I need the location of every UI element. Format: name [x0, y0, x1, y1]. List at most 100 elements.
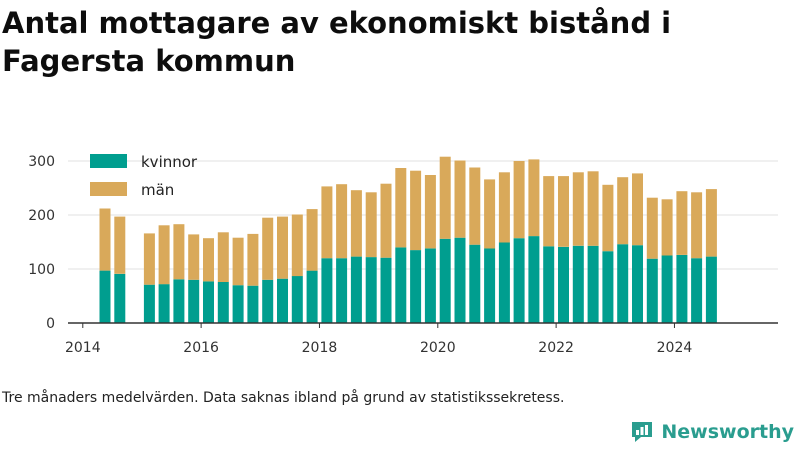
bar-kvinnor: [306, 270, 318, 323]
x-tick-label: 2022: [538, 340, 574, 356]
bar-kvinnor: [395, 247, 407, 323]
x-tick-label: 2016: [183, 340, 219, 356]
bar-man: [587, 171, 599, 246]
legend-label-man: män: [141, 181, 174, 199]
brand-name: Newsworthy: [661, 421, 794, 443]
bar-kvinnor: [143, 284, 155, 323]
bar-man: [646, 197, 658, 259]
y-tick-label: 300: [28, 154, 55, 170]
bar-kvinnor: [646, 258, 658, 323]
bar-man: [513, 161, 525, 239]
bar-man: [158, 225, 170, 285]
bar-kvinnor: [513, 238, 525, 323]
bar-man: [321, 186, 333, 259]
bar-man: [484, 179, 496, 249]
bar-man: [203, 238, 214, 282]
bar-kvinnor: [114, 273, 126, 323]
bar-kvinnor: [498, 242, 510, 323]
bar-man: [277, 216, 288, 279]
bar-kvinnor: [469, 244, 481, 323]
bar-man: [454, 160, 466, 238]
bar-kvinnor: [321, 258, 333, 323]
bar-kvinnor: [602, 251, 614, 323]
bar-man: [114, 216, 126, 274]
bar-kvinnor: [617, 244, 629, 323]
bar-kvinnor: [661, 255, 673, 323]
bar-man: [410, 170, 422, 251]
bar-man: [99, 208, 111, 271]
bar-man: [173, 224, 185, 280]
bar-kvinnor: [587, 245, 599, 323]
x-tick-label: 2024: [657, 340, 693, 356]
bar-man: [676, 191, 688, 255]
bar-man: [262, 217, 274, 280]
y-tick-label: 100: [28, 262, 55, 278]
bar-man: [291, 214, 303, 277]
bar-kvinnor: [691, 258, 703, 323]
bar-man: [528, 159, 540, 237]
bar-kvinnor: [558, 246, 569, 323]
bar-man: [617, 177, 629, 245]
bar-man: [572, 172, 584, 246]
bar-kvinnor: [232, 285, 244, 323]
x-tick-label: 2018: [302, 340, 338, 356]
bar-kvinnor: [454, 237, 466, 323]
bar-kvinnor: [158, 284, 170, 323]
legend-swatch-kvinnor: [90, 154, 127, 168]
legend-swatch-man: [90, 182, 127, 196]
bar-man: [705, 189, 717, 257]
legend-label-kvinnor: kvinnor: [141, 153, 198, 171]
bar-kvinnor: [291, 276, 303, 323]
bar-kvinnor: [350, 256, 362, 323]
bar-kvinnor: [439, 238, 451, 323]
chart-title: Antal mottagare av ekonomiskt bistånd i …: [2, 6, 672, 78]
bar-man: [602, 184, 614, 252]
bar-kvinnor: [173, 279, 185, 323]
brand-logo: Newsworthy: [629, 419, 794, 445]
bar-man: [691, 192, 703, 259]
bar-kvinnor: [543, 246, 555, 323]
bar-kvinnor: [262, 279, 274, 323]
newsworthy-logo-icon: [632, 422, 653, 442]
bar-kvinnor: [410, 250, 422, 323]
bar-kvinnor: [217, 282, 229, 323]
bar-man: [350, 190, 362, 257]
bar-man: [424, 175, 436, 249]
bar-kvinnor: [572, 245, 584, 323]
bar-man: [543, 176, 555, 247]
bar-man: [661, 199, 673, 256]
bar-kvinnor: [247, 285, 259, 323]
bar-man: [336, 184, 348, 259]
bar-kvinnor: [632, 245, 643, 323]
bar-kvinnor: [203, 281, 214, 323]
bar-kvinnor: [484, 248, 496, 323]
bar-man: [395, 168, 407, 248]
bar-man: [143, 233, 155, 285]
bar-man: [439, 156, 451, 239]
bar-kvinnor: [99, 270, 111, 323]
bar-man: [247, 233, 259, 286]
bar-man: [558, 176, 569, 247]
bar-kvinnor: [380, 257, 392, 323]
bar-man: [380, 183, 392, 258]
bar-man: [632, 173, 643, 246]
bar-kvinnor: [676, 255, 688, 323]
bar-kvinnor: [188, 279, 200, 323]
bar-man: [498, 172, 510, 243]
x-tick-label: 2014: [65, 340, 101, 356]
bar-man: [188, 234, 200, 280]
bar-man: [217, 232, 229, 282]
bar-kvinnor: [528, 236, 540, 323]
bar-man: [469, 167, 481, 245]
y-tick-label: 200: [28, 208, 55, 224]
bar-kvinnor: [424, 248, 436, 323]
x-tick-label: 2020: [420, 340, 456, 356]
bar-kvinnor: [705, 256, 717, 323]
y-tick-label: 0: [46, 316, 55, 332]
bar-man: [306, 209, 318, 271]
bar-kvinnor: [336, 258, 348, 323]
bar-man: [365, 192, 377, 258]
chart-footnote: Tre månaders medelvärden. Data saknas ib…: [2, 390, 565, 406]
